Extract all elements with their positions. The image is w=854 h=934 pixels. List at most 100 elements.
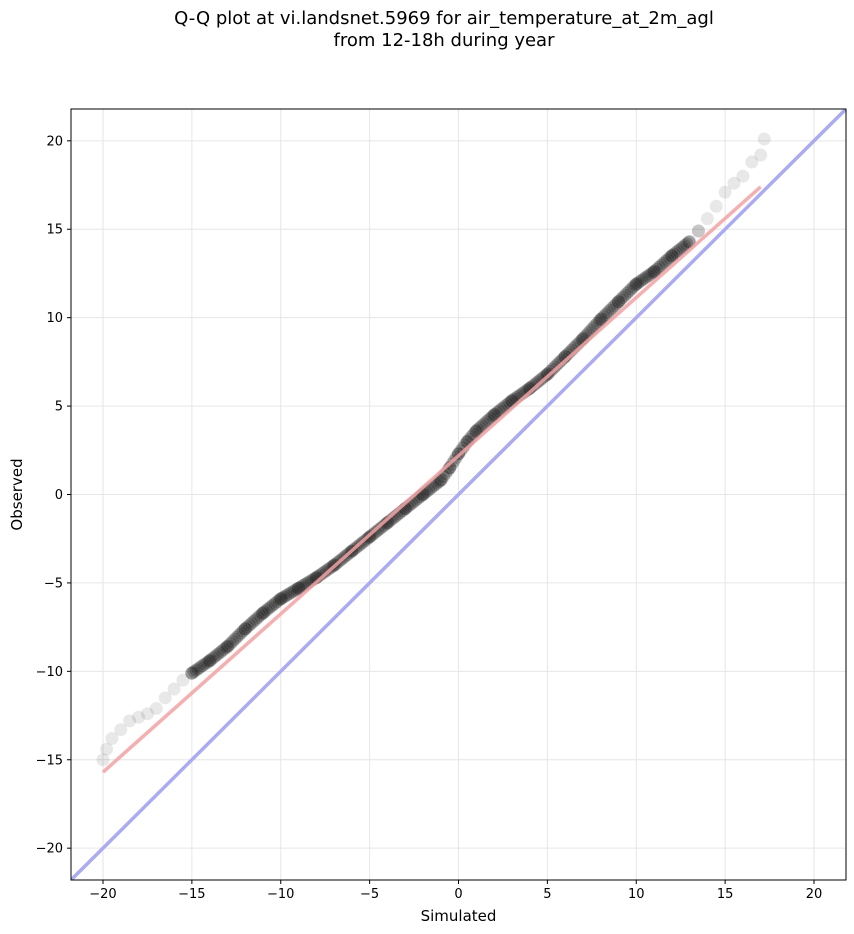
data-point [294, 580, 308, 594]
y-tick-label: 5 [55, 400, 63, 415]
data-point [530, 375, 544, 389]
x-tick-label: −5 [360, 887, 379, 902]
data-point [526, 379, 540, 393]
data-point [656, 256, 670, 270]
y-tick-label: −20 [36, 842, 63, 857]
data-point [547, 360, 561, 374]
data-point [187, 665, 201, 679]
data-point [189, 663, 203, 677]
data-point [232, 628, 246, 642]
data-point [629, 278, 643, 292]
data-point [228, 633, 242, 647]
data-point [434, 473, 448, 487]
identity-line [71, 109, 846, 880]
data-point [100, 742, 114, 756]
data-point [238, 622, 252, 636]
data-point [594, 312, 608, 326]
data-point [665, 249, 679, 263]
y-axis-label: Observed [8, 458, 26, 530]
data-point [479, 415, 493, 429]
data-point [193, 660, 207, 674]
data-point [594, 312, 608, 326]
data-point [292, 581, 306, 595]
data-point [624, 282, 638, 296]
data-point [249, 612, 263, 626]
data-point [682, 235, 696, 249]
data-point [635, 273, 649, 287]
data-point [370, 524, 384, 538]
data-point [614, 293, 628, 307]
fit-line-layer [101, 185, 762, 774]
data-point [665, 249, 679, 263]
data-point [251, 610, 265, 624]
data-point [279, 589, 293, 603]
data-point [648, 264, 662, 278]
data-point [675, 240, 689, 254]
data-point [671, 244, 685, 258]
data-point [537, 370, 551, 384]
data-point [454, 444, 468, 458]
data-point [245, 616, 259, 630]
data-point [200, 656, 214, 670]
data-point [196, 659, 210, 673]
data-point [242, 618, 256, 632]
data-point [622, 284, 636, 298]
data-point [611, 295, 625, 309]
data-point [158, 691, 172, 705]
data-point [647, 265, 661, 279]
data-point [678, 239, 692, 253]
data-point [203, 654, 217, 668]
data-point [661, 253, 675, 267]
data-point [471, 423, 485, 437]
data-point [639, 270, 653, 284]
data-point [262, 601, 276, 615]
data-point [287, 584, 301, 598]
data-point [132, 710, 146, 724]
data-point [167, 682, 181, 696]
data-point [281, 588, 295, 602]
data-point [667, 247, 681, 261]
data-point [533, 373, 547, 387]
data-point [473, 421, 487, 435]
data-point [646, 266, 660, 280]
data-point [140, 707, 154, 721]
data-point [247, 614, 261, 628]
chart-title: Q-Q plot at vi.landsnet.5969 for air_tem… [0, 8, 854, 52]
chart-title-line-2: from 12-18h during year [333, 30, 555, 51]
data-point [601, 305, 615, 319]
data-point [221, 639, 235, 653]
data-point [236, 624, 250, 638]
data-point [204, 653, 218, 667]
data-point [620, 286, 634, 300]
data-point [588, 319, 602, 333]
data-point [603, 303, 617, 317]
data-point [255, 607, 269, 621]
y-tick-label: 20 [46, 134, 63, 149]
data-point [475, 419, 489, 433]
data-point [477, 417, 491, 431]
data-point [481, 413, 495, 427]
data-point [283, 586, 297, 600]
data-point [700, 212, 714, 226]
data-point [626, 280, 640, 294]
data-point [629, 277, 643, 291]
x-axis-label: Simulated [421, 907, 497, 925]
data-point [757, 132, 771, 146]
data-point [545, 362, 559, 376]
data-point [240, 620, 254, 634]
x-tick-label: 5 [543, 887, 551, 902]
y-tick-label: −5 [44, 576, 63, 591]
data-point [745, 155, 759, 169]
data-point [315, 567, 329, 581]
data-point [663, 251, 677, 265]
data-point [191, 662, 205, 676]
data-point [483, 411, 497, 425]
data-point [486, 409, 500, 423]
y-tick-label: 10 [46, 311, 63, 326]
data-point [206, 651, 220, 665]
x-tick-label: 10 [628, 887, 645, 902]
data-point [149, 701, 163, 715]
data-point [727, 176, 741, 190]
data-point [230, 630, 244, 644]
y-tick-label: −10 [36, 665, 63, 680]
